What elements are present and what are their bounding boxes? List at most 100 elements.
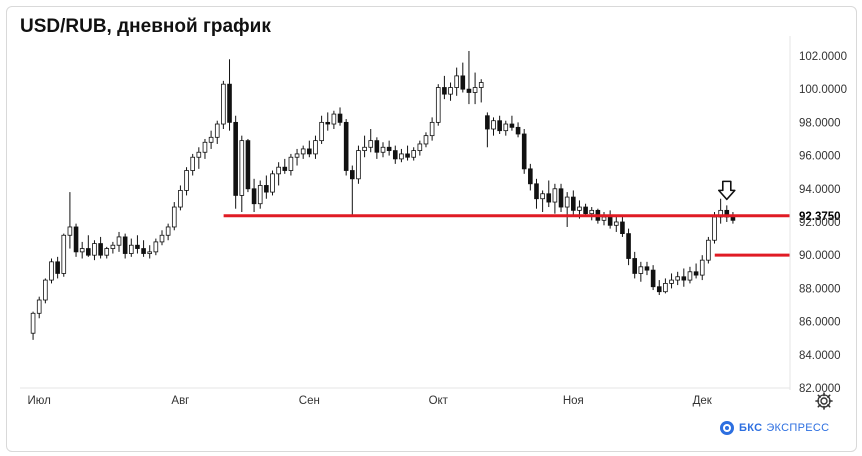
candle-body: [552, 188, 558, 203]
candle-body: [663, 283, 668, 293]
chart-title: USD/RUB, дневной график: [20, 16, 271, 37]
x-tick-label: Окт: [429, 395, 449, 407]
candle-body: [528, 168, 533, 185]
candles: [30, 50, 736, 340]
y-axis: 82.0000 84.0000 86.0000 88.0000 90.0000 92.00…: [789, 36, 847, 395]
candle-body: [184, 170, 189, 191]
candle-body: [165, 226, 171, 236]
candle-body: [251, 188, 257, 205]
brand-name: БКС: [739, 422, 763, 434]
candle-body: [221, 83, 226, 125]
candle-body: [325, 121, 331, 125]
candle-body: [319, 121, 324, 142]
candle-body: [368, 140, 374, 148]
candle-body: [472, 87, 478, 93]
candle-body: [257, 185, 263, 205]
candle-body: [239, 140, 245, 196]
candle-body: [264, 185, 269, 193]
x-tick-label: Дек: [693, 395, 713, 407]
candle-body: [104, 248, 110, 256]
gear-icon[interactable]: [814, 391, 834, 411]
candle-body: [638, 266, 644, 274]
y-tick-label: 92.0000: [799, 217, 841, 229]
candle-body: [343, 121, 349, 171]
candle-body: [435, 87, 441, 123]
y-tick-label: 102.0000: [799, 51, 847, 63]
candle-body: [656, 286, 662, 293]
candle-body: [92, 243, 97, 256]
candle-body: [423, 135, 429, 145]
candle-body: [448, 87, 453, 95]
candle-body: [214, 123, 220, 138]
candle-body: [245, 140, 251, 190]
candle-body: [110, 244, 116, 249]
level-price-label: 92.3750: [799, 211, 841, 223]
candle-body: [307, 148, 312, 155]
level-lines: 92.3750: [223, 211, 841, 257]
candle-body: [67, 226, 73, 236]
candle-body: [233, 121, 238, 196]
candle-body: [208, 136, 214, 143]
candle-body: [681, 276, 687, 281]
candle-body: [454, 75, 459, 88]
y-tick-label: 84.0000: [799, 350, 841, 362]
candle-body: [540, 193, 545, 200]
candle-body: [521, 133, 527, 170]
candle-body: [460, 75, 466, 90]
y-tick-label: 86.0000: [799, 317, 841, 329]
candle-body: [331, 113, 337, 125]
candle-body: [699, 259, 705, 276]
candle-body: [417, 143, 423, 151]
candle-body: [122, 236, 128, 254]
brand-suffix: ЭКСПРЕСС: [766, 422, 830, 434]
y-tick-label: 88.0000: [799, 283, 841, 295]
candle-body: [86, 248, 91, 256]
y-tick-label: 100.0000: [799, 84, 847, 96]
candle-body: [589, 209, 595, 215]
candle-body: [485, 115, 490, 130]
candle-body: [712, 216, 717, 241]
candle-body: [337, 113, 343, 123]
candle-body: [300, 148, 306, 155]
candle-body: [270, 173, 275, 193]
candle-body: [380, 146, 386, 153]
candle-body: [620, 221, 625, 235]
candle-body: [153, 241, 159, 253]
down-arrow-icon: [717, 180, 736, 201]
x-tick-label: Сен: [299, 395, 320, 407]
candle-body: [571, 196, 576, 211]
candle-body: [497, 120, 502, 132]
candle-body: [558, 188, 564, 208]
candle-body: [294, 153, 300, 158]
candle-body: [30, 312, 36, 334]
candle-body: [36, 299, 42, 314]
y-tick-label: 96.0000: [799, 151, 841, 163]
candle-body: [644, 266, 650, 271]
candle-body: [276, 166, 281, 175]
candle-body: [564, 196, 570, 208]
x-tick-label: Июл: [28, 395, 51, 407]
candle-body: [43, 279, 48, 301]
candle-body: [706, 239, 711, 261]
y-tick-label: 82.0000: [799, 383, 841, 395]
candle-body: [61, 234, 67, 274]
candle-body: [687, 271, 693, 281]
candle-body: [135, 244, 140, 249]
candle-body: [601, 216, 607, 221]
y-tick-label: 90.0000: [799, 250, 841, 262]
candle-body: [350, 170, 355, 180]
candle-body: [626, 233, 631, 259]
candle-body: [55, 261, 60, 274]
candle-body: [675, 276, 680, 281]
candle-body: [196, 151, 202, 158]
candle-body: [202, 141, 208, 153]
y-tick-label: 94.0000: [799, 184, 841, 196]
candle-body: [171, 206, 177, 228]
candle-body: [405, 153, 410, 158]
candle-body: [669, 279, 674, 284]
candle-body: [392, 150, 398, 160]
candle-body: [313, 140, 318, 155]
candle-body: [141, 248, 146, 254]
candle-body: [116, 236, 122, 246]
